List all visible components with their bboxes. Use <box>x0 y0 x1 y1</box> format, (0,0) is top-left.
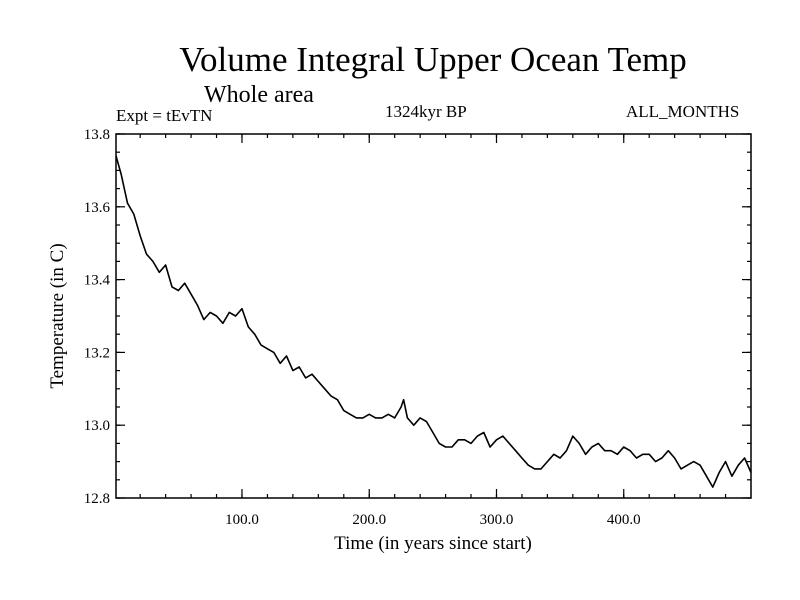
x-tick-label: 300.0 <box>480 512 514 528</box>
x-axis-label: Time (in years since start) <box>334 533 532 554</box>
y-tick-label: 13.2 <box>84 345 110 361</box>
axis-ticks <box>116 133 751 499</box>
period-label: 1324kyr BP <box>385 102 467 121</box>
x-tick-label: 100.0 <box>225 512 259 528</box>
y-tick-label: 13.8 <box>84 127 110 143</box>
y-tick-label: 12.8 <box>84 491 110 507</box>
series-line-temperature <box>115 155 752 488</box>
y-axis-label: Temperature (in C) <box>47 243 68 388</box>
y-tick-label: 13.6 <box>84 200 111 216</box>
months-label: ALL_MONTHS <box>626 102 740 121</box>
tick-labels: 12.8 13.0 13.2 13.4 13.6 13.8 100.0 200.0 300.0 4… <box>84 127 641 528</box>
chart-title: Volume Integral Upper Ocean Temp <box>179 40 687 79</box>
y-tick-label: 13.0 <box>84 418 110 434</box>
chart-subtitle: Whole area <box>204 82 314 108</box>
x-tick-label: 200.0 <box>352 512 386 528</box>
experiment-label: Expt = tEvTN <box>116 106 213 125</box>
x-tick-label: 400.0 <box>607 512 641 528</box>
y-tick-label: 13.4 <box>84 273 111 289</box>
plot-frame <box>115 133 752 499</box>
